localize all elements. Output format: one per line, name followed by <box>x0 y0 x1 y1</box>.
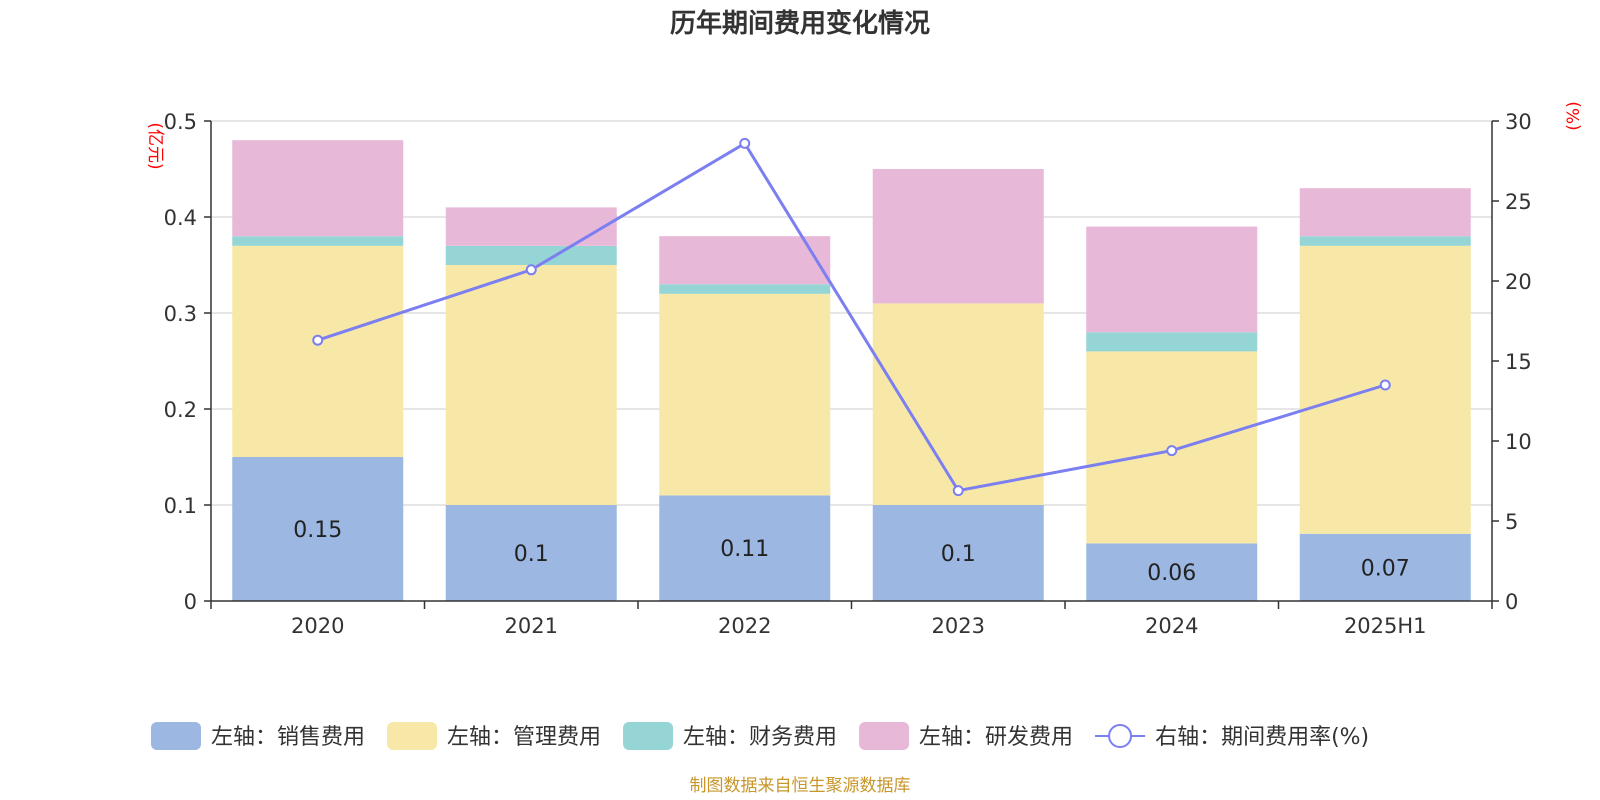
bar-s3-2022 <box>659 236 831 285</box>
left-tick-label: 0.3 <box>164 302 197 326</box>
right-tick-label: 25 <box>1505 190 1532 214</box>
right-tick-label: 5 <box>1505 510 1518 534</box>
legend-swatch <box>151 722 201 750</box>
legend-label: 左轴：研发费用 <box>919 725 1073 750</box>
legend-label: 左轴：销售费用 <box>211 725 365 750</box>
legend: 左轴：销售费用 左轴：管理费用 左轴：财务费用 左轴：研发费用 右轴：期间费用率(%) <box>151 722 1369 750</box>
legend-item: 左轴：财务费用 <box>623 722 837 750</box>
line-point-2025H1 <box>1379 379 1391 391</box>
left-axis-unit: (亿元) <box>145 122 165 169</box>
bar-s0-2022 <box>659 495 831 601</box>
bar-label-2023: 0.1 <box>941 542 976 567</box>
bar-s1-2022 <box>659 293 831 496</box>
right-tick-label: 10 <box>1505 430 1532 454</box>
line-series-rate <box>317 141 1386 493</box>
x-tick-label-2023: 2023 <box>932 614 985 638</box>
bar-s3-2023 <box>872 169 1044 304</box>
axes-layer: 0 0.1 0.2 0.3 0.4 0.5 0 5 10 15 20 25 30 2020 2021 2022… <box>164 110 1532 638</box>
bar-label-2024: 0.06 <box>1147 561 1196 586</box>
legend-label: 左轴：财务费用 <box>683 725 837 750</box>
bar-label-2025H1: 0.07 <box>1361 556 1410 581</box>
bar-s3-2025H1 <box>1299 188 1471 237</box>
bar-s1-2021 <box>445 265 617 505</box>
bar-s1-2023 <box>872 303 1044 505</box>
legend-swatch <box>859 722 910 750</box>
legend-item: 左轴：研发费用 <box>859 722 1073 750</box>
bar-s2-2022 <box>659 284 831 294</box>
x-tick-label-2021: 2021 <box>505 614 558 638</box>
left-tick-label: 0.1 <box>164 494 197 518</box>
right-tick-label: 20 <box>1505 270 1532 294</box>
bar-label-2021: 0.1 <box>514 542 549 567</box>
legend-label: 左轴：管理费用 <box>447 725 601 750</box>
line-layer <box>312 137 1391 497</box>
line-point-2020 <box>312 334 324 346</box>
left-tick-label: 0.5 <box>164 110 197 134</box>
bars-layer <box>232 140 1471 601</box>
bar-label-2022: 0.11 <box>720 537 769 562</box>
bar-s2-2025H1 <box>1299 236 1471 246</box>
legend-label: 右轴：期间费用率(%) <box>1155 725 1369 750</box>
x-tick-label-2024: 2024 <box>1145 614 1198 638</box>
bar-label-2020: 0.15 <box>293 518 342 543</box>
left-tick-label: 0.4 <box>164 206 197 230</box>
right-axis-unit: (%) <box>1564 101 1584 130</box>
left-tick-label: 0.2 <box>164 398 197 422</box>
bar-s2-2021 <box>445 245 617 265</box>
bar-s3-2020 <box>232 140 404 237</box>
bar-s1-2020 <box>232 245 404 457</box>
bar-s0-2025H1 <box>1299 533 1471 601</box>
line-point-2022 <box>739 137 751 149</box>
legend-swatch <box>623 722 674 750</box>
right-tick-label: 15 <box>1505 350 1532 374</box>
legend-swatch <box>387 722 438 750</box>
x-tick-label-2025H1: 2025H1 <box>1344 614 1427 638</box>
bar-s2-2024 <box>1086 332 1258 352</box>
grid-layer <box>211 120 1492 506</box>
bar-s3-2021 <box>445 207 617 246</box>
line-point-2024 <box>1166 445 1178 457</box>
bar-labels-layer: 0.15 0.1 0.11 0.1 0.06 0.07 <box>293 518 1409 586</box>
legend-marker <box>1108 724 1133 748</box>
left-tick-label: 0 <box>184 590 197 614</box>
x-tick-label-2022: 2022 <box>718 614 771 638</box>
legend-item: 右轴：期间费用率(%) <box>1095 724 1369 750</box>
line-point-2023 <box>952 485 964 497</box>
bar-s0-2024 <box>1086 543 1258 601</box>
legend-item: 左轴：销售费用 <box>151 722 365 750</box>
bar-s2-2020 <box>232 236 404 246</box>
bar-s0-2020 <box>232 457 404 601</box>
line-point-2021 <box>525 264 537 276</box>
x-tick-label-2020: 2020 <box>291 614 344 638</box>
legend-item: 左轴：管理费用 <box>387 722 601 750</box>
bar-s0-2023 <box>872 505 1044 601</box>
right-tick-label: 0 <box>1505 590 1518 614</box>
bar-s3-2024 <box>1086 226 1258 333</box>
bar-s0-2021 <box>445 505 617 601</box>
source-note: 制图数据来自恒生聚源数据库 <box>690 776 911 796</box>
chart-title: 历年期间费用变化情况 <box>670 8 930 39</box>
right-tick-label: 30 <box>1505 110 1532 134</box>
